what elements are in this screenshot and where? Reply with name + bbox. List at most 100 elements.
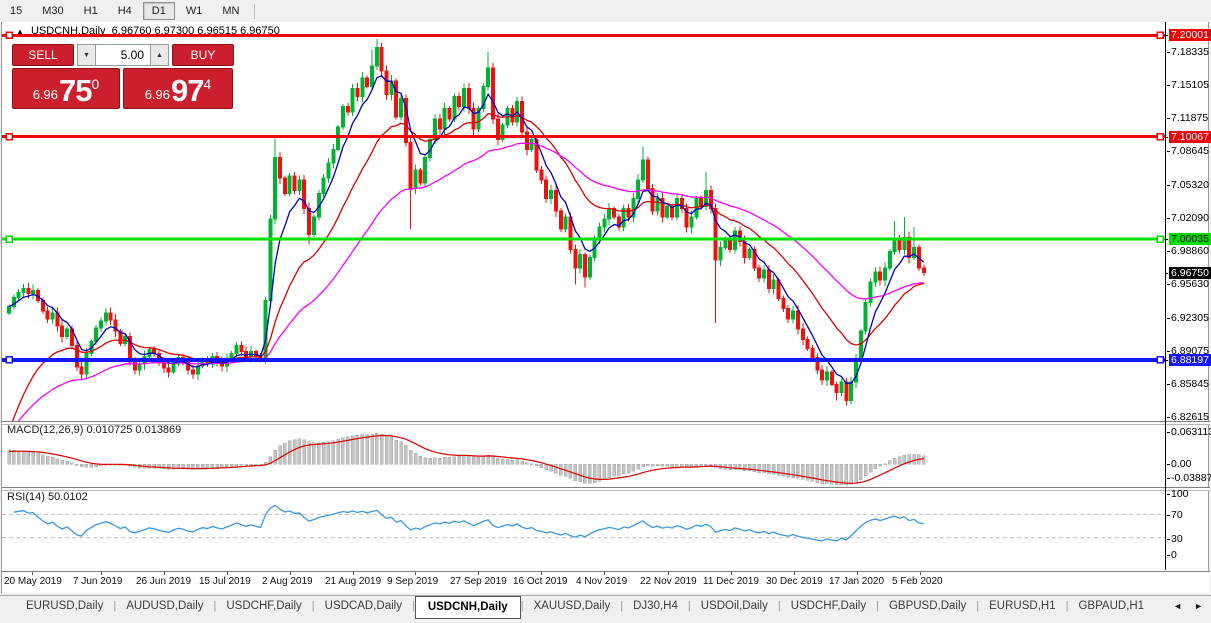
date-axis[interactable]: 20 May 2019 7 Jun 2019 26 Jun 2019 15 Jul 2… xyxy=(2,571,1210,593)
date-tick xyxy=(164,572,165,575)
date-label-27-sep-2019: 27 Sep 2019 xyxy=(450,576,507,587)
volume-decrease-button[interactable]: ▼ xyxy=(77,44,96,66)
date-label-17-jan-2020: 17 Jan 2020 xyxy=(829,576,885,587)
macd-pane-canvas[interactable] xyxy=(2,423,1165,487)
price-chart-canvas[interactable] xyxy=(2,22,1165,421)
buy-price-tile[interactable]: 6.96 97 4 xyxy=(123,68,233,109)
date-label-16-oct-2019: 16 Oct 2019 xyxy=(513,576,568,587)
tab-gbpaud-h1[interactable]: GBPAUD,H1 xyxy=(1078,600,1145,612)
price-axis-label-6-96750: 6.96750 xyxy=(1165,266,1211,279)
price-axis-label-7-02090: 7.02090 xyxy=(1167,212,1209,225)
tab-scroll-arrows: ◄ ► xyxy=(1173,601,1203,611)
date-label-5-feb-2020: 5 Feb 2020 xyxy=(892,576,943,587)
price-axis-label-7-10067: 7.10067 xyxy=(1165,130,1211,143)
timeframe-button-mn[interactable]: MN xyxy=(222,5,240,17)
tab-divider: | xyxy=(1065,600,1069,612)
date-tick xyxy=(415,572,416,575)
date-tick xyxy=(227,572,228,575)
date-label-9-sep-2019: 9 Sep 2019 xyxy=(387,576,439,587)
price-axis[interactable]: 7.20001 7.18335 7.15105 7.11875 7.10067 7.086… xyxy=(1165,22,1211,570)
timeframe-button-w1[interactable]: W1 xyxy=(185,5,203,17)
timeframe-button-15[interactable]: 15 xyxy=(10,5,23,17)
date-label-11-dec-2019: 11 Dec 2019 xyxy=(703,576,759,587)
price-axis-label-7-00035: 7.00035 xyxy=(1165,233,1211,245)
axis-divider-line xyxy=(1165,22,1166,570)
macd-axis-label-1: 0.00 xyxy=(1166,458,1192,470)
tab-usdoil-daily[interactable]: USDOil,Daily xyxy=(700,600,768,612)
macd-axis-label-2: -0.038872 xyxy=(1166,472,1211,484)
timeframe-button-h4[interactable]: H4 xyxy=(117,5,132,17)
sell-button[interactable]: SELL xyxy=(12,44,74,66)
sell-price-big: 75 xyxy=(59,73,92,108)
price-axis-label-6-98860: 6.98860 xyxy=(1167,244,1209,257)
date-tick xyxy=(353,572,354,575)
timeframe-button-d1[interactable]: D1 xyxy=(142,2,175,20)
tab-xauusd-daily[interactable]: XAUUSD,Daily xyxy=(533,600,611,612)
date-tick xyxy=(32,572,33,575)
date-label-7-jun-2019: 7 Jun 2019 xyxy=(73,576,123,587)
tab-audusd-daily[interactable]: AUDUSD,Daily xyxy=(126,600,204,612)
price-axis-label-6-88197: 6.88197 xyxy=(1165,353,1211,366)
collapse-arrow-icon[interactable]: ▲ xyxy=(16,27,24,36)
tab-eurusd-daily[interactable]: EURUSD,Daily xyxy=(26,600,104,612)
pane-separator[interactable] xyxy=(2,421,1210,425)
date-tick xyxy=(668,572,669,575)
sell-price-tile[interactable]: 6.96 75 0 xyxy=(12,68,120,109)
toolbar-separator xyxy=(254,3,256,19)
rsi-pane-canvas[interactable] xyxy=(2,489,1165,570)
date-label-4-nov-2019: 4 Nov 2019 xyxy=(576,576,628,587)
tab-divider: | xyxy=(113,600,117,612)
volume-increase-button[interactable]: ▲ xyxy=(150,44,169,66)
timeframe-toolbar: 15 M30 H1 H4 D1 W1 MN xyxy=(0,0,1211,23)
price-axis-label-7-08645: 7.08645 xyxy=(1167,145,1209,158)
macd-indicator-label: MACD(12,26,9) 0.010725 0.013869 xyxy=(7,424,182,436)
price-axis-label-7-15105: 7.15105 xyxy=(1167,79,1209,92)
rsi-axis-label-30: 30 xyxy=(1167,533,1183,545)
date-label-26-jun-2019: 26 Jun 2019 xyxy=(136,576,192,587)
tab-divider: | xyxy=(687,600,691,612)
tab-usdcad-daily[interactable]: USDCAD,Daily xyxy=(324,600,402,612)
date-tick xyxy=(290,572,291,575)
date-tick xyxy=(478,572,479,575)
tab-gbpusd-daily[interactable]: GBPUSD,Daily xyxy=(888,600,967,612)
tab-scroll-right-icon[interactable]: ► xyxy=(1194,601,1203,611)
tab-divider: | xyxy=(876,600,879,612)
date-label-20-may-2019: 20 May 2019 xyxy=(4,576,62,587)
timeframe-button-m30[interactable]: M30 xyxy=(42,5,64,17)
price-axis-label-7-18335: 7.18335 xyxy=(1167,46,1209,59)
price-axis-label-7-11875: 7.11875 xyxy=(1166,112,1209,125)
one-click-trading-panel: SELL ▼ 5.00 ▲ BUY 6.96 75 0 6.96 97 4 xyxy=(12,44,234,109)
buy-price-sup: 4 xyxy=(203,76,212,92)
tab-usdchf-daily-2[interactable]: USDCHF,Daily xyxy=(790,600,867,612)
tab-dj30-h4[interactable]: DJ30,H4 xyxy=(633,600,678,612)
date-tick xyxy=(731,572,732,575)
chart-title: ▲ USDCNH,Daily 6.96760 6.97300 6.96515 6… xyxy=(16,25,280,37)
volume-stepper: ▼ 5.00 ▲ xyxy=(77,44,169,66)
rsi-axis-label-70: 70 xyxy=(1167,509,1183,521)
tab-eurusd-h1[interactable]: EURUSD,H1 xyxy=(989,600,1056,612)
rsi-indicator-label: RSI(14) 50.0102 xyxy=(7,491,88,503)
tab-divider: | xyxy=(620,600,624,612)
price-axis-label-6-95630: 6.95630 xyxy=(1167,277,1209,290)
chart-window: ▲ USDCNH,Daily 6.96760 6.97300 6.96515 6… xyxy=(1,22,1211,593)
pane-separator[interactable] xyxy=(2,487,1210,491)
tab-divider: | xyxy=(311,600,315,612)
buy-button[interactable]: BUY xyxy=(172,44,234,66)
macd-axis-label-0: 0.063113 xyxy=(1166,426,1211,438)
tab-divider: | xyxy=(411,600,415,612)
sell-price-sup: 0 xyxy=(91,76,100,92)
rsi-axis-label-100: 100 xyxy=(1167,488,1189,500)
rsi-axis-label-0: 0 xyxy=(1167,549,1177,561)
timeframe-button-h1[interactable]: H1 xyxy=(83,5,98,17)
tab-usdchf-daily[interactable]: USDCHF,Daily xyxy=(226,600,302,612)
chart-symbol-label: USDCNH,Daily xyxy=(30,25,106,37)
date-label-21-aug-2019: 21 Aug 2019 xyxy=(325,576,382,587)
tab-scroll-left-icon[interactable]: ◄ xyxy=(1173,601,1183,611)
symbol-tab-bar: EURUSD,Daily | AUDUSD,Daily | USDCHF,Daily | U… xyxy=(0,595,1211,623)
price-axis-label-6-82615: 6.82615 xyxy=(1167,410,1209,423)
price-axis-label-7-05320: 7.05320 xyxy=(1167,179,1209,192)
date-label-30-dec-2019: 30 Dec 2019 xyxy=(766,576,823,587)
price-axis-label-6-92305: 6.92305 xyxy=(1167,311,1209,324)
tab-usdcnh-daily[interactable]: USDCNH,Daily xyxy=(414,596,521,619)
volume-input[interactable]: 5.00 xyxy=(96,44,150,66)
